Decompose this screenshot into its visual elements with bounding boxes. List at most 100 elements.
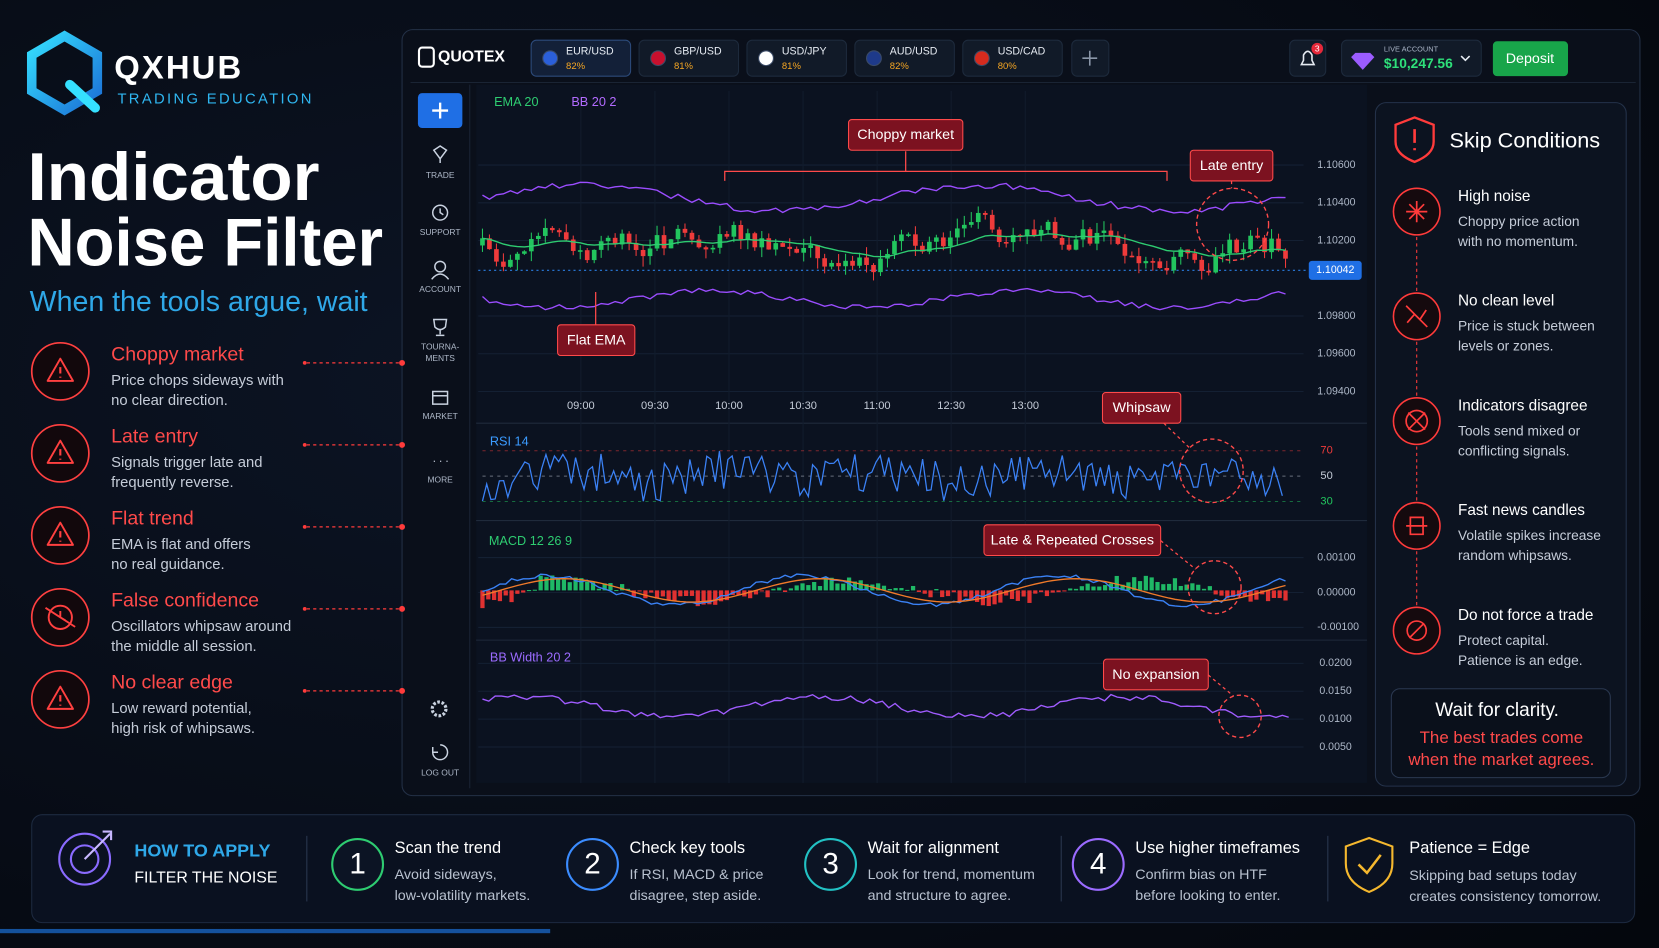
macd-histogram (509, 590, 514, 603)
pair-tab[interactable] (638, 39, 740, 77)
pair-payout: 81% (782, 61, 802, 72)
skip-shield (1394, 116, 1435, 164)
macd-histogram (585, 581, 590, 591)
time-tick-label: 10:30 (789, 400, 817, 412)
macd-histogram (649, 590, 654, 593)
macd-histogram (916, 590, 922, 593)
macd-histogram (835, 583, 840, 591)
macd-histogram (1120, 584, 1125, 591)
bbw-label: BB Width 20 2 (490, 650, 571, 664)
macd-histogram (748, 590, 753, 599)
sidebar-label[interactable]: ACCOUNT (419, 284, 461, 294)
candle-body (934, 237, 939, 242)
candle-body (1143, 261, 1149, 264)
candle-body (598, 241, 604, 250)
account-menu[interactable] (1341, 39, 1482, 77)
macd-histogram (567, 582, 572, 591)
macd-histogram (526, 590, 532, 592)
candle-body (1031, 229, 1037, 236)
sidebar-label[interactable]: MORE (427, 475, 453, 485)
bbw-tick-label: 0.0200 (1319, 657, 1351, 669)
candle-body (815, 245, 820, 259)
candle-body (773, 243, 779, 250)
candle-body (808, 245, 813, 248)
macd-histogram (678, 590, 683, 597)
macd-histogram (858, 580, 863, 591)
macd-histogram (1004, 590, 1009, 596)
skip-item-text: Protect capital. (1458, 633, 1549, 648)
macd-histogram (1265, 590, 1271, 602)
pair-tab[interactable] (962, 39, 1063, 77)
deposit-button[interactable] (1492, 41, 1569, 77)
settings-icon[interactable] (430, 700, 448, 718)
final-title: Patience = Edge (1409, 839, 1530, 857)
pair-tab[interactable] (746, 39, 847, 77)
macd-histogram (765, 590, 770, 598)
logout-label[interactable]: LOG OUT (421, 768, 459, 778)
skip-item-text: with no momentum. (1457, 234, 1578, 249)
problem-icon-glyph (44, 607, 76, 628)
candle-body (745, 233, 751, 240)
pair-tab[interactable] (530, 39, 632, 77)
candle-body (759, 238, 765, 248)
macd-histogram (940, 590, 945, 598)
macd-histogram (934, 589, 939, 591)
macd-histogram (1137, 581, 1143, 591)
macd-histogram (1044, 590, 1050, 597)
candle-body (1066, 244, 1072, 250)
annotation-bracket (724, 151, 1168, 181)
price-tick-label: 1.10200 (1317, 234, 1355, 246)
macd-histogram (771, 588, 776, 591)
macd-histogram (538, 575, 543, 591)
sidebar-label[interactable]: MARKET (423, 411, 458, 421)
macd-histogram (550, 575, 555, 591)
sidebar-label[interactable]: TOURNA- (421, 341, 460, 351)
macd-histogram (689, 590, 695, 596)
macd-histogram (1172, 578, 1178, 591)
macd-histogram (614, 590, 619, 592)
step-text: Avoid sideways, (395, 867, 497, 883)
time-tick-label: 13:00 (1011, 400, 1039, 412)
macd-histogram (660, 590, 665, 597)
footer-arrow (83, 830, 113, 860)
bb-upper (482, 181, 1286, 214)
logo-mark (26, 30, 103, 116)
macd-histogram (864, 584, 869, 591)
sidebar-label[interactable]: MENTS (425, 353, 455, 363)
time-tick-label: 09:30 (641, 400, 669, 412)
problem-text: the middle all session. (111, 639, 257, 655)
step-text: If RSI, MACD & price (630, 867, 764, 883)
candle-body (892, 241, 897, 254)
macd-histogram (1283, 590, 1288, 601)
macd-histogram (951, 590, 956, 593)
skip-icon-glyph (1406, 620, 1428, 641)
macd-histogram (1132, 577, 1137, 591)
candle-body (948, 237, 953, 247)
step-badge (331, 837, 385, 891)
candle-body (1038, 229, 1044, 236)
closing-text: The best trades come (1420, 728, 1584, 747)
bbw-tick-label: 0.0100 (1319, 713, 1351, 725)
candle-body (1136, 256, 1142, 264)
candle-body (1283, 250, 1288, 259)
pair-flag (650, 50, 667, 67)
candle-body (1080, 229, 1086, 240)
macd-histogram (544, 577, 549, 591)
price-tick-label: 1.10400 (1317, 197, 1355, 209)
sidebar-label[interactable]: SUPPORT (420, 227, 461, 237)
macd-histogram (1277, 590, 1282, 599)
bbw-tick-label: 0.0150 (1319, 685, 1351, 697)
sidebar-label[interactable]: TRADE (426, 170, 455, 180)
pair-flag (973, 50, 990, 67)
step-text: low-volatility markets. (395, 888, 531, 904)
step-number: 1 (349, 847, 365, 880)
macd-histogram (1114, 575, 1119, 591)
pair-tab[interactable] (854, 39, 955, 77)
step-text: before looking to enter. (1135, 888, 1280, 904)
ema-line (482, 233, 1286, 258)
macd-histogram (486, 590, 491, 600)
pair-name: EUR/USD (566, 46, 614, 58)
macd-histogram (817, 586, 823, 591)
candle-body (724, 234, 730, 237)
macd-histogram (829, 577, 834, 591)
